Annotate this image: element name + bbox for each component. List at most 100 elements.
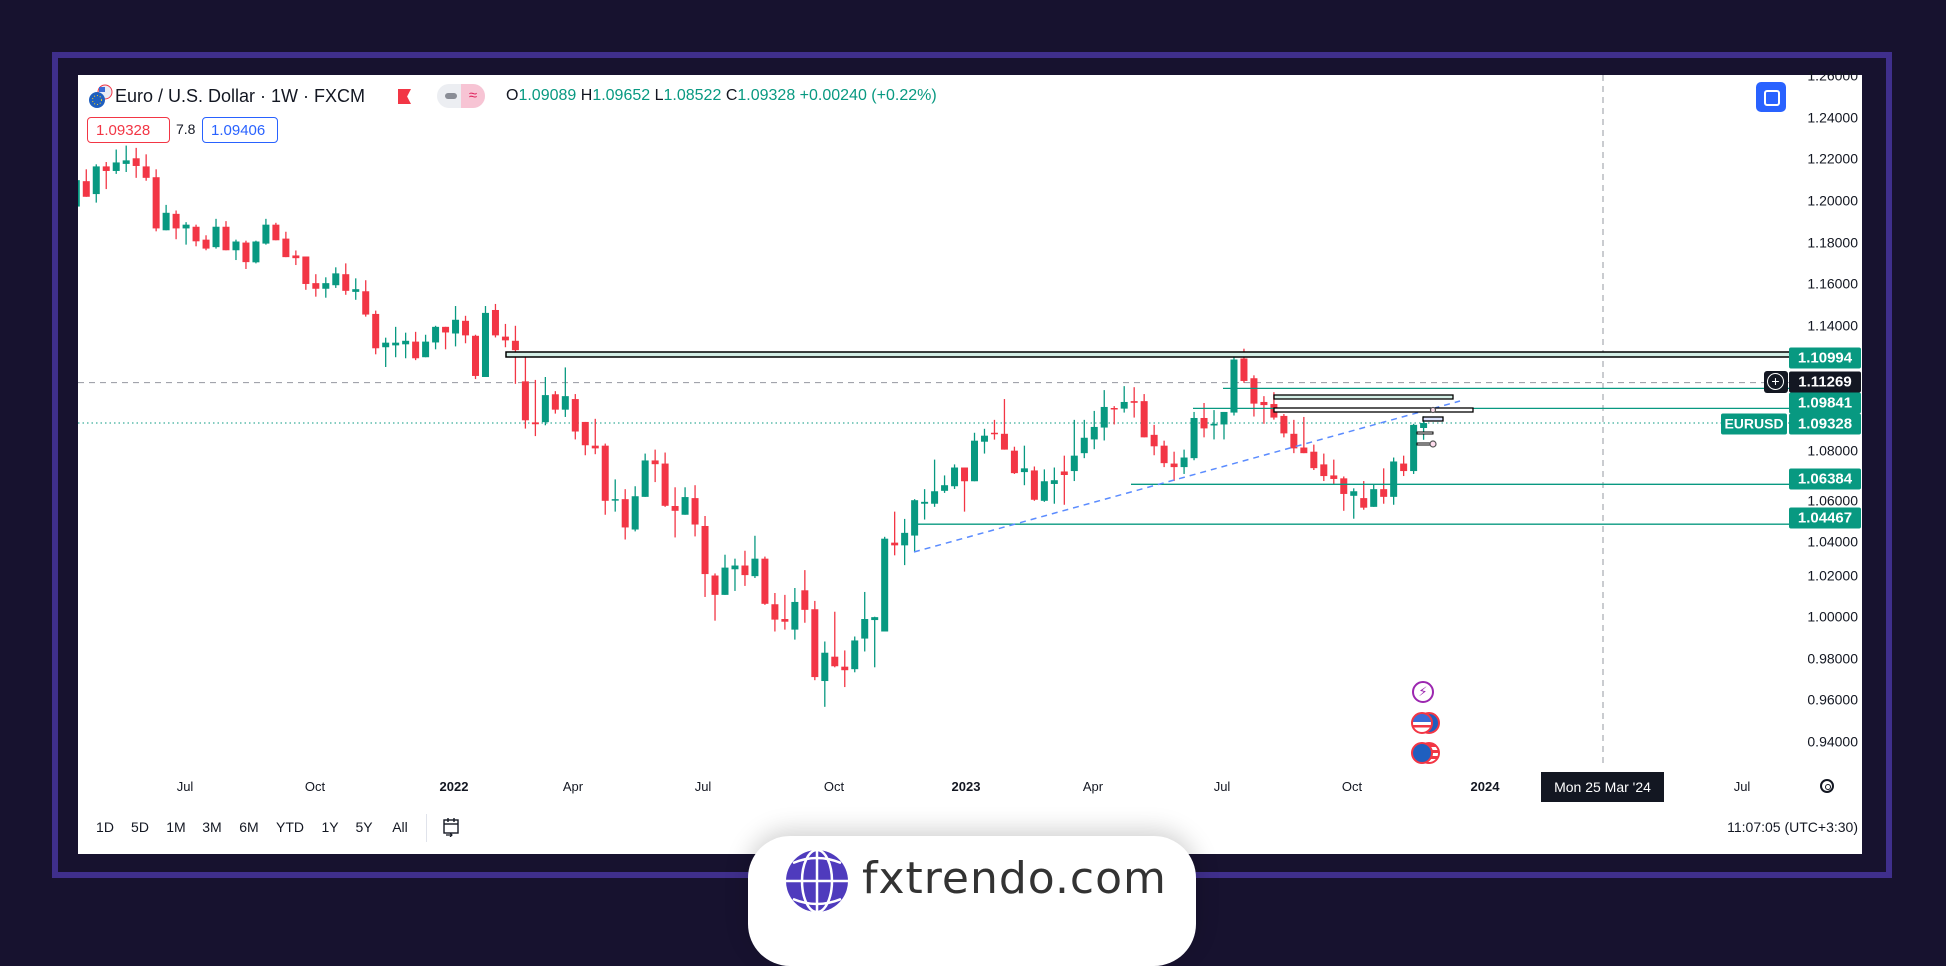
candle-body <box>961 467 969 482</box>
high-value: 1.09652 <box>592 87 651 104</box>
candle <box>162 204 170 231</box>
eye-toggle-icon <box>445 93 457 99</box>
order-box-1[interactable] <box>1273 394 1454 400</box>
candle-body <box>272 224 280 241</box>
price-tick-label: 1.22000 <box>1807 150 1858 167</box>
candle <box>931 459 939 507</box>
trend-line[interactable] <box>913 400 1461 553</box>
symbol-title[interactable]: Euro / U.S. Dollar · 1W · FXCM <box>115 86 366 106</box>
candle-body <box>591 445 599 449</box>
candle <box>332 267 340 288</box>
candle-body <box>92 166 100 195</box>
price-chart[interactable] <box>0 0 1946 929</box>
candle-body <box>1250 378 1258 404</box>
candle <box>1410 423 1418 474</box>
candle <box>462 315 470 344</box>
fullscreen-button[interactable] <box>1756 82 1786 112</box>
period-button-1m[interactable]: 1M <box>166 819 186 835</box>
sell-button[interactable]: 1.09328 <box>87 117 170 143</box>
drawings-layer[interactable] <box>505 351 1796 553</box>
order-box-3[interactable] <box>1422 416 1444 422</box>
candle-body <box>1330 475 1338 479</box>
plus-icon: + <box>1767 373 1784 390</box>
order-box-2[interactable] <box>1273 407 1474 413</box>
period-button-5d[interactable]: 5D <box>131 819 149 835</box>
candle-body <box>621 499 629 528</box>
period-button-5y[interactable]: 5Y <box>355 819 373 835</box>
clock-timezone[interactable]: 11:07:05 (UTC+3:30) <box>1727 819 1858 835</box>
candle <box>352 278 360 300</box>
candle-body <box>1100 406 1108 428</box>
market-closed-flag-icon[interactable] <box>398 89 411 104</box>
candle <box>631 486 639 532</box>
candle-body <box>112 162 120 171</box>
time-tick-label: Jul <box>694 779 712 794</box>
resistance-zone[interactable] <box>505 351 1796 358</box>
candle-body <box>132 158 140 166</box>
period-button-all[interactable]: All <box>392 819 408 835</box>
period-button-1y[interactable]: 1Y <box>321 819 339 835</box>
candle <box>871 616 879 668</box>
order-box-4[interactable] <box>1416 431 1434 435</box>
period-button-1d[interactable]: 1D <box>96 819 114 835</box>
candle-body <box>1170 463 1178 468</box>
lightning-icon[interactable]: ⚡ <box>1412 681 1434 703</box>
candle-body <box>831 656 839 667</box>
candle <box>551 391 559 414</box>
anchor-handle[interactable] <box>1429 406 1437 414</box>
candle-body <box>1040 481 1048 501</box>
candle-body <box>332 273 340 286</box>
candle-body <box>1050 480 1058 484</box>
candle-body <box>382 342 390 348</box>
period-button-6m[interactable]: 6M <box>239 819 259 835</box>
candle <box>1290 419 1298 454</box>
crosshair-date-label: Mon 25 Mar '24 <box>1541 772 1664 802</box>
candle-body <box>402 340 410 345</box>
candle-body <box>292 255 300 259</box>
anchor-handle[interactable] <box>1429 440 1437 448</box>
candle-body <box>881 538 889 632</box>
candle-body <box>921 501 929 504</box>
candle-body <box>931 491 939 504</box>
candle-body <box>1240 358 1248 381</box>
candle-body <box>282 238 290 258</box>
candle <box>1050 467 1058 504</box>
candle-body <box>1010 450 1018 474</box>
time-tick-label: Jul <box>1213 779 1231 794</box>
us-eu-flags-icon[interactable] <box>1411 712 1433 734</box>
candle <box>182 222 190 245</box>
candle <box>1260 396 1268 424</box>
candle <box>661 452 669 507</box>
gear-center <box>1825 784 1831 790</box>
candle <box>1250 375 1258 417</box>
candle <box>671 487 679 538</box>
candle <box>472 334 479 380</box>
candle-body <box>1140 401 1148 438</box>
candle-body <box>322 283 330 289</box>
candle-body <box>651 460 659 465</box>
candle-body <box>1300 447 1308 454</box>
candle-body <box>1370 489 1378 507</box>
candle <box>82 169 90 197</box>
candle <box>452 306 460 347</box>
symbol-label: EURUSD <box>1721 413 1787 435</box>
candle <box>1040 469 1048 502</box>
calendar-goto-icon[interactable] <box>443 817 459 838</box>
add-alert-button[interactable]: + <box>1764 371 1788 393</box>
indicator-visibility-toggle[interactable]: ≈ <box>437 84 485 108</box>
candle-body <box>262 224 270 244</box>
candle-body <box>871 617 879 621</box>
candle <box>102 162 110 190</box>
candle <box>422 334 430 358</box>
candle-body <box>851 640 859 670</box>
candle <box>1370 484 1378 507</box>
candle <box>1380 468 1388 504</box>
candle <box>372 310 380 355</box>
candle <box>212 218 220 249</box>
period-button-ytd[interactable]: YTD <box>276 819 304 835</box>
buy-button[interactable]: 1.09406 <box>202 117 278 143</box>
gear-icon[interactable] <box>1820 779 1834 793</box>
period-button-3m[interactable]: 3M <box>202 819 222 835</box>
candle-body <box>1350 491 1358 496</box>
eu-us-flags-icon[interactable] <box>1411 742 1433 764</box>
